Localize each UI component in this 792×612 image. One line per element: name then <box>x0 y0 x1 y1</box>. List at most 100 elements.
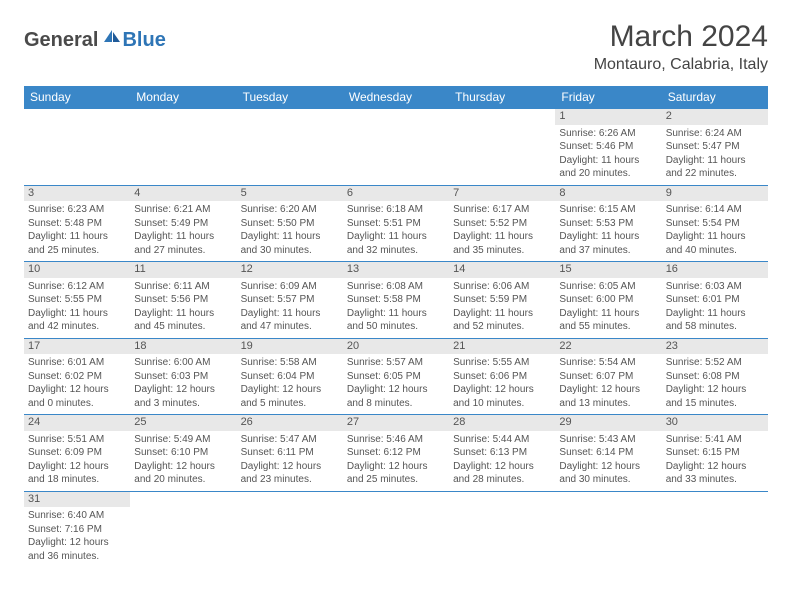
daylight-text: Daylight: 12 hours and 13 minutes. <box>559 383 657 410</box>
sunrise-text: Sunrise: 5:43 AM <box>559 433 657 447</box>
day-number-cell: 8 <box>555 185 661 201</box>
day-content-cell: Sunrise: 6:23 AMSunset: 5:48 PMDaylight:… <box>24 201 130 262</box>
day-header-row: Sunday Monday Tuesday Wednesday Thursday… <box>24 86 768 109</box>
sunrise-text: Sunrise: 5:52 AM <box>666 356 764 370</box>
day-content-cell: Sunrise: 6:18 AMSunset: 5:51 PMDaylight:… <box>343 201 449 262</box>
day-content-cell: Sunrise: 6:14 AMSunset: 5:54 PMDaylight:… <box>662 201 768 262</box>
day-number-cell <box>449 491 555 507</box>
daylight-text: Daylight: 11 hours and 27 minutes. <box>134 230 232 257</box>
day-number-cell: 16 <box>662 262 768 278</box>
sunrise-text: Sunrise: 6:23 AM <box>28 203 126 217</box>
sunrise-text: Sunrise: 5:46 AM <box>347 433 445 447</box>
day-content-cell: Sunrise: 6:03 AMSunset: 6:01 PMDaylight:… <box>662 278 768 339</box>
daylight-text: Daylight: 12 hours and 33 minutes. <box>666 460 764 487</box>
daylight-text: Daylight: 11 hours and 40 minutes. <box>666 230 764 257</box>
daynum-row: 24252627282930 <box>24 415 768 431</box>
day-content-cell: Sunrise: 5:46 AMSunset: 6:12 PMDaylight:… <box>343 431 449 492</box>
sunrise-text: Sunrise: 6:06 AM <box>453 280 551 294</box>
daylight-text: Daylight: 12 hours and 3 minutes. <box>134 383 232 410</box>
sunrise-text: Sunrise: 6:00 AM <box>134 356 232 370</box>
day-number-cell: 4 <box>130 185 236 201</box>
sunrise-text: Sunrise: 6:21 AM <box>134 203 232 217</box>
sunset-text: Sunset: 5:59 PM <box>453 293 551 307</box>
day-number-cell: 1 <box>555 109 661 125</box>
daylight-text: Daylight: 12 hours and 0 minutes. <box>28 383 126 410</box>
day-content-cell: Sunrise: 5:47 AMSunset: 6:11 PMDaylight:… <box>237 431 343 492</box>
daylight-text: Daylight: 11 hours and 37 minutes. <box>559 230 657 257</box>
sunset-text: Sunset: 6:15 PM <box>666 446 764 460</box>
sunrise-text: Sunrise: 5:55 AM <box>453 356 551 370</box>
day-content-cell: Sunrise: 6:24 AMSunset: 5:47 PMDaylight:… <box>662 125 768 186</box>
sunrise-text: Sunrise: 6:24 AM <box>666 127 764 141</box>
calendar-body: 12Sunrise: 6:26 AMSunset: 5:46 PMDayligh… <box>24 109 768 568</box>
day-content-cell: Sunrise: 6:15 AMSunset: 5:53 PMDaylight:… <box>555 201 661 262</box>
sunrise-text: Sunrise: 5:44 AM <box>453 433 551 447</box>
daylight-text: Daylight: 12 hours and 30 minutes. <box>559 460 657 487</box>
sail-icon <box>102 28 122 49</box>
day-number-cell: 30 <box>662 415 768 431</box>
sunset-text: Sunset: 5:54 PM <box>666 217 764 231</box>
day-content-cell: Sunrise: 6:09 AMSunset: 5:57 PMDaylight:… <box>237 278 343 339</box>
day-content-cell: Sunrise: 5:49 AMSunset: 6:10 PMDaylight:… <box>130 431 236 492</box>
sunrise-text: Sunrise: 5:54 AM <box>559 356 657 370</box>
day-number-cell: 15 <box>555 262 661 278</box>
day-number-cell: 13 <box>343 262 449 278</box>
daynum-row: 31 <box>24 491 768 507</box>
title-area: March 2024 Montauro, Calabria, Italy <box>594 20 768 74</box>
day-content-cell: Sunrise: 6:01 AMSunset: 6:02 PMDaylight:… <box>24 354 130 415</box>
daylight-text: Daylight: 11 hours and 47 minutes. <box>241 307 339 334</box>
day-content-cell: Sunrise: 6:40 AMSunset: 7:16 PMDaylight:… <box>24 507 130 567</box>
sunset-text: Sunset: 5:53 PM <box>559 217 657 231</box>
sunset-text: Sunset: 6:12 PM <box>347 446 445 460</box>
daylight-text: Daylight: 11 hours and 30 minutes. <box>241 230 339 257</box>
sunrise-text: Sunrise: 6:40 AM <box>28 509 126 523</box>
sunset-text: Sunset: 6:02 PM <box>28 370 126 384</box>
day-number-cell <box>555 491 661 507</box>
daylight-text: Daylight: 12 hours and 20 minutes. <box>134 460 232 487</box>
day-content-cell: Sunrise: 6:00 AMSunset: 6:03 PMDaylight:… <box>130 354 236 415</box>
day-content-cell: Sunrise: 6:17 AMSunset: 5:52 PMDaylight:… <box>449 201 555 262</box>
sunset-text: Sunset: 6:06 PM <box>453 370 551 384</box>
sunrise-text: Sunrise: 5:49 AM <box>134 433 232 447</box>
day-number-cell: 25 <box>130 415 236 431</box>
sunset-text: Sunset: 6:01 PM <box>666 293 764 307</box>
sunset-text: Sunset: 6:05 PM <box>347 370 445 384</box>
day-number-cell: 6 <box>343 185 449 201</box>
dow-wednesday: Wednesday <box>343 86 449 109</box>
sunset-text: Sunset: 5:51 PM <box>347 217 445 231</box>
sunset-text: Sunset: 6:07 PM <box>559 370 657 384</box>
sunrise-text: Sunrise: 6:12 AM <box>28 280 126 294</box>
day-content-cell: Sunrise: 5:57 AMSunset: 6:05 PMDaylight:… <box>343 354 449 415</box>
day-content-cell <box>662 507 768 567</box>
page-header: General Blue March 2024 Montauro, Calabr… <box>24 20 768 74</box>
sunset-text: Sunset: 5:55 PM <box>28 293 126 307</box>
daylight-text: Daylight: 11 hours and 52 minutes. <box>453 307 551 334</box>
day-content-cell: Sunrise: 5:43 AMSunset: 6:14 PMDaylight:… <box>555 431 661 492</box>
day-number-cell: 9 <box>662 185 768 201</box>
sunset-text: Sunset: 6:11 PM <box>241 446 339 460</box>
daylight-text: Daylight: 12 hours and 10 minutes. <box>453 383 551 410</box>
daylight-text: Daylight: 11 hours and 58 minutes. <box>666 307 764 334</box>
sunset-text: Sunset: 6:03 PM <box>134 370 232 384</box>
sunrise-text: Sunrise: 5:57 AM <box>347 356 445 370</box>
day-content-cell <box>24 125 130 186</box>
logo-text-blue: Blue <box>122 29 165 52</box>
day-content-cell <box>449 125 555 186</box>
day-number-cell <box>237 491 343 507</box>
day-content-cell: Sunrise: 6:12 AMSunset: 5:55 PMDaylight:… <box>24 278 130 339</box>
daylight-text: Daylight: 11 hours and 22 minutes. <box>666 154 764 181</box>
sunset-text: Sunset: 5:56 PM <box>134 293 232 307</box>
daylight-text: Daylight: 11 hours and 32 minutes. <box>347 230 445 257</box>
logo-text-general: General <box>24 29 98 52</box>
daynum-row: 17181920212223 <box>24 338 768 354</box>
daylight-text: Daylight: 12 hours and 15 minutes. <box>666 383 764 410</box>
day-content-cell: Sunrise: 6:11 AMSunset: 5:56 PMDaylight:… <box>130 278 236 339</box>
dow-thursday: Thursday <box>449 86 555 109</box>
day-number-cell: 11 <box>130 262 236 278</box>
sunset-text: Sunset: 5:47 PM <box>666 140 764 154</box>
daynum-row: 12 <box>24 109 768 125</box>
day-number-cell: 2 <box>662 109 768 125</box>
sunset-text: Sunset: 5:48 PM <box>28 217 126 231</box>
daylight-text: Daylight: 12 hours and 5 minutes. <box>241 383 339 410</box>
dow-monday: Monday <box>130 86 236 109</box>
